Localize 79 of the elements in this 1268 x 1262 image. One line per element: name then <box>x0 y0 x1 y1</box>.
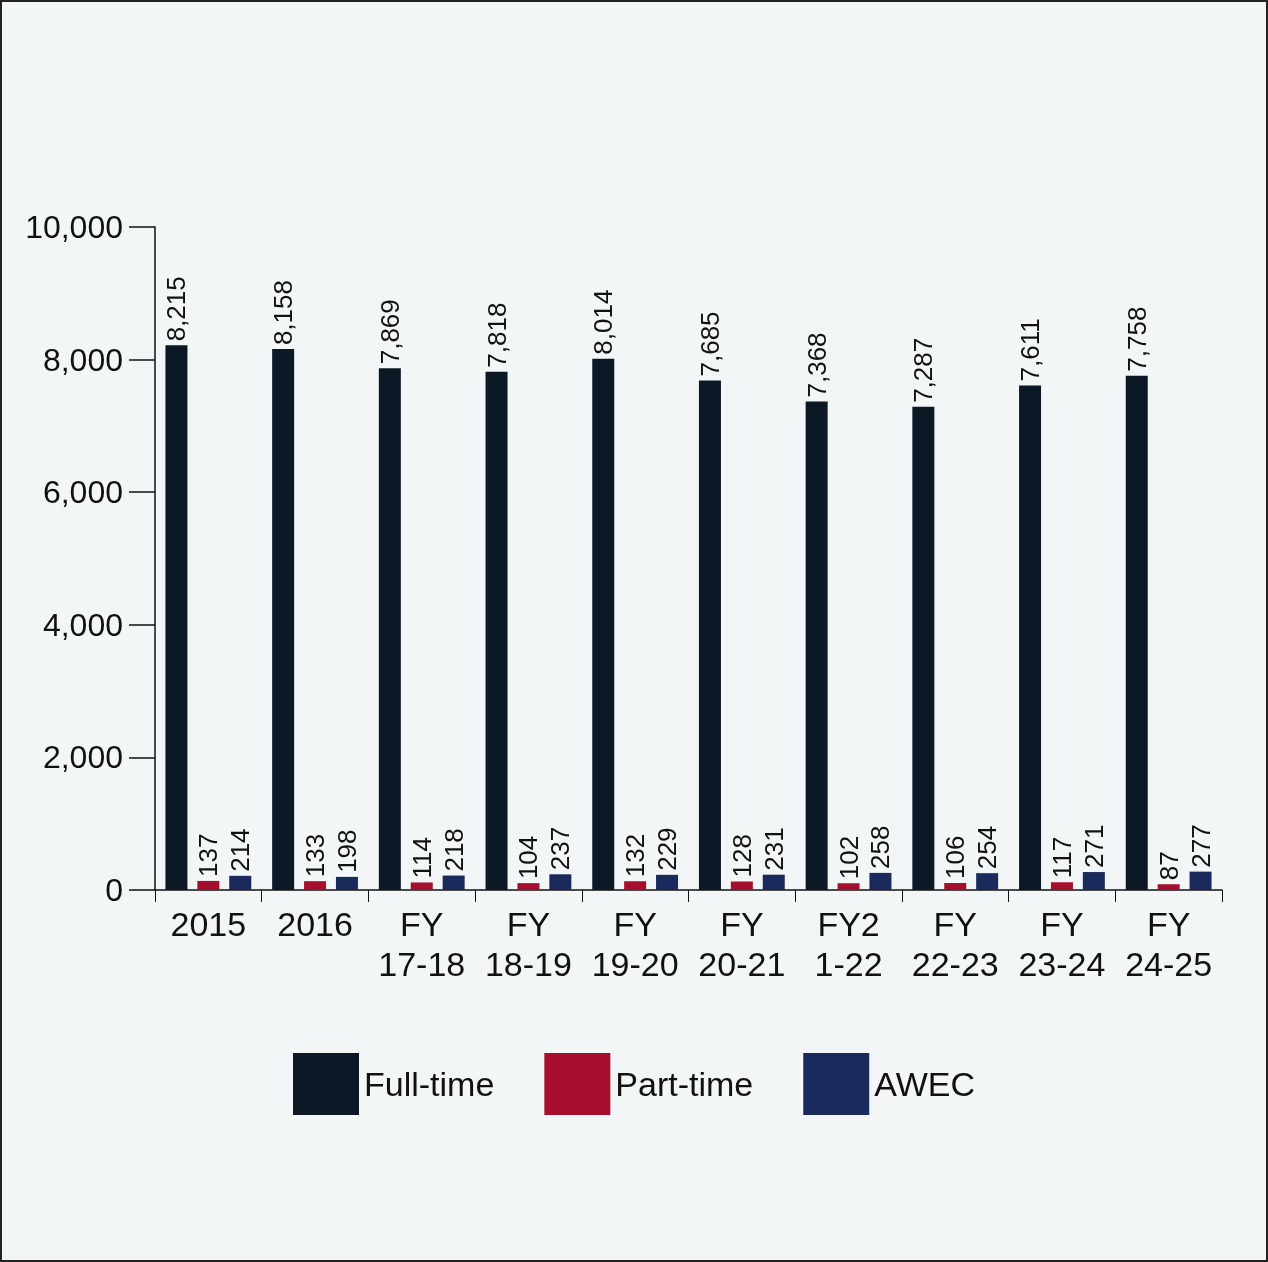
x-tick-label: FY 23-24 <box>1018 905 1106 983</box>
x-tick-label: FY 20-21 <box>698 905 786 983</box>
bar <box>304 881 327 890</box>
data-label: 7,368 <box>801 332 832 398</box>
bar <box>762 874 785 890</box>
x-tick-label: 2015 <box>170 905 247 943</box>
data-label: 271 <box>1078 824 1109 869</box>
data-label: 8,014 <box>588 289 619 355</box>
data-label: 254 <box>972 825 1003 870</box>
data-label: 137 <box>193 833 224 877</box>
bar <box>410 882 433 890</box>
x-tick-label: FY 22-23 <box>911 905 999 983</box>
bar <box>1050 882 1073 890</box>
data-label: 133 <box>300 833 331 878</box>
bar <box>698 380 721 890</box>
x-tick-label: FY 17-18 <box>378 905 466 983</box>
bar <box>976 873 999 890</box>
data-label: 231 <box>758 827 789 871</box>
bar <box>272 349 295 890</box>
x-tick-label: 2016 <box>277 905 353 943</box>
data-label: 214 <box>225 828 256 872</box>
data-label: 8,158 <box>268 280 299 346</box>
data-label: 8,215 <box>161 276 192 342</box>
bar <box>165 345 188 890</box>
data-label: 229 <box>652 827 683 871</box>
bar <box>1019 385 1042 890</box>
data-label: 198 <box>331 829 362 873</box>
y-tick-label: 2,000 <box>42 739 123 776</box>
data-label: 277 <box>1185 824 1216 868</box>
bar <box>869 872 892 890</box>
bar <box>730 881 753 890</box>
data-label: 102 <box>833 835 864 880</box>
bar <box>912 406 935 890</box>
data-label: 128 <box>726 834 757 878</box>
data-label: 7,758 <box>1121 306 1152 372</box>
x-tick-label: FY2 1-22 <box>814 905 883 983</box>
data-label: 7,611 <box>1015 318 1046 382</box>
bar <box>549 874 572 890</box>
data-label: 7,818 <box>481 302 512 368</box>
data-label: 87 <box>1153 851 1184 881</box>
legend-label: Part-time <box>615 1065 754 1103</box>
x-tick-label: FY 18-19 <box>484 905 572 983</box>
bar <box>1125 375 1148 890</box>
bar <box>485 371 508 890</box>
y-tick-label: 8,000 <box>42 341 123 378</box>
y-tick-label: 0 <box>105 872 123 908</box>
bar <box>592 358 615 890</box>
bar <box>197 880 220 890</box>
bar <box>378 368 401 890</box>
bar <box>442 875 465 890</box>
x-tick-label: FY 19-20 <box>591 905 679 983</box>
y-tick-label: 10,000 <box>25 209 123 245</box>
data-label: 132 <box>620 833 651 878</box>
data-label: 117 <box>1046 836 1077 879</box>
data-label: 7,685 <box>694 311 725 377</box>
y-tick-label: 6,000 <box>42 474 123 511</box>
bar <box>229 875 252 890</box>
data-label: 258 <box>865 825 896 869</box>
bar <box>656 874 679 890</box>
data-label: 7,869 <box>374 299 405 365</box>
data-label: 7,287 <box>908 337 939 403</box>
data-label: 218 <box>438 828 469 872</box>
bar <box>944 882 967 890</box>
bar <box>335 876 358 890</box>
x-tick-label: FY 24-25 <box>1125 905 1213 983</box>
bar <box>624 881 647 890</box>
bar <box>1082 872 1105 890</box>
bar <box>1157 884 1180 890</box>
bar <box>837 883 860 890</box>
bar <box>517 883 540 890</box>
legend-label: Full-time <box>364 1065 495 1103</box>
legend-label: AWEC <box>874 1065 975 1103</box>
data-label: 114 <box>406 836 437 879</box>
data-label: 106 <box>940 835 971 879</box>
data-label: 237 <box>545 826 576 871</box>
y-tick-label: 4,000 <box>42 606 123 643</box>
data-label: 104 <box>513 835 544 880</box>
bar <box>805 401 828 890</box>
bar <box>1189 871 1212 890</box>
